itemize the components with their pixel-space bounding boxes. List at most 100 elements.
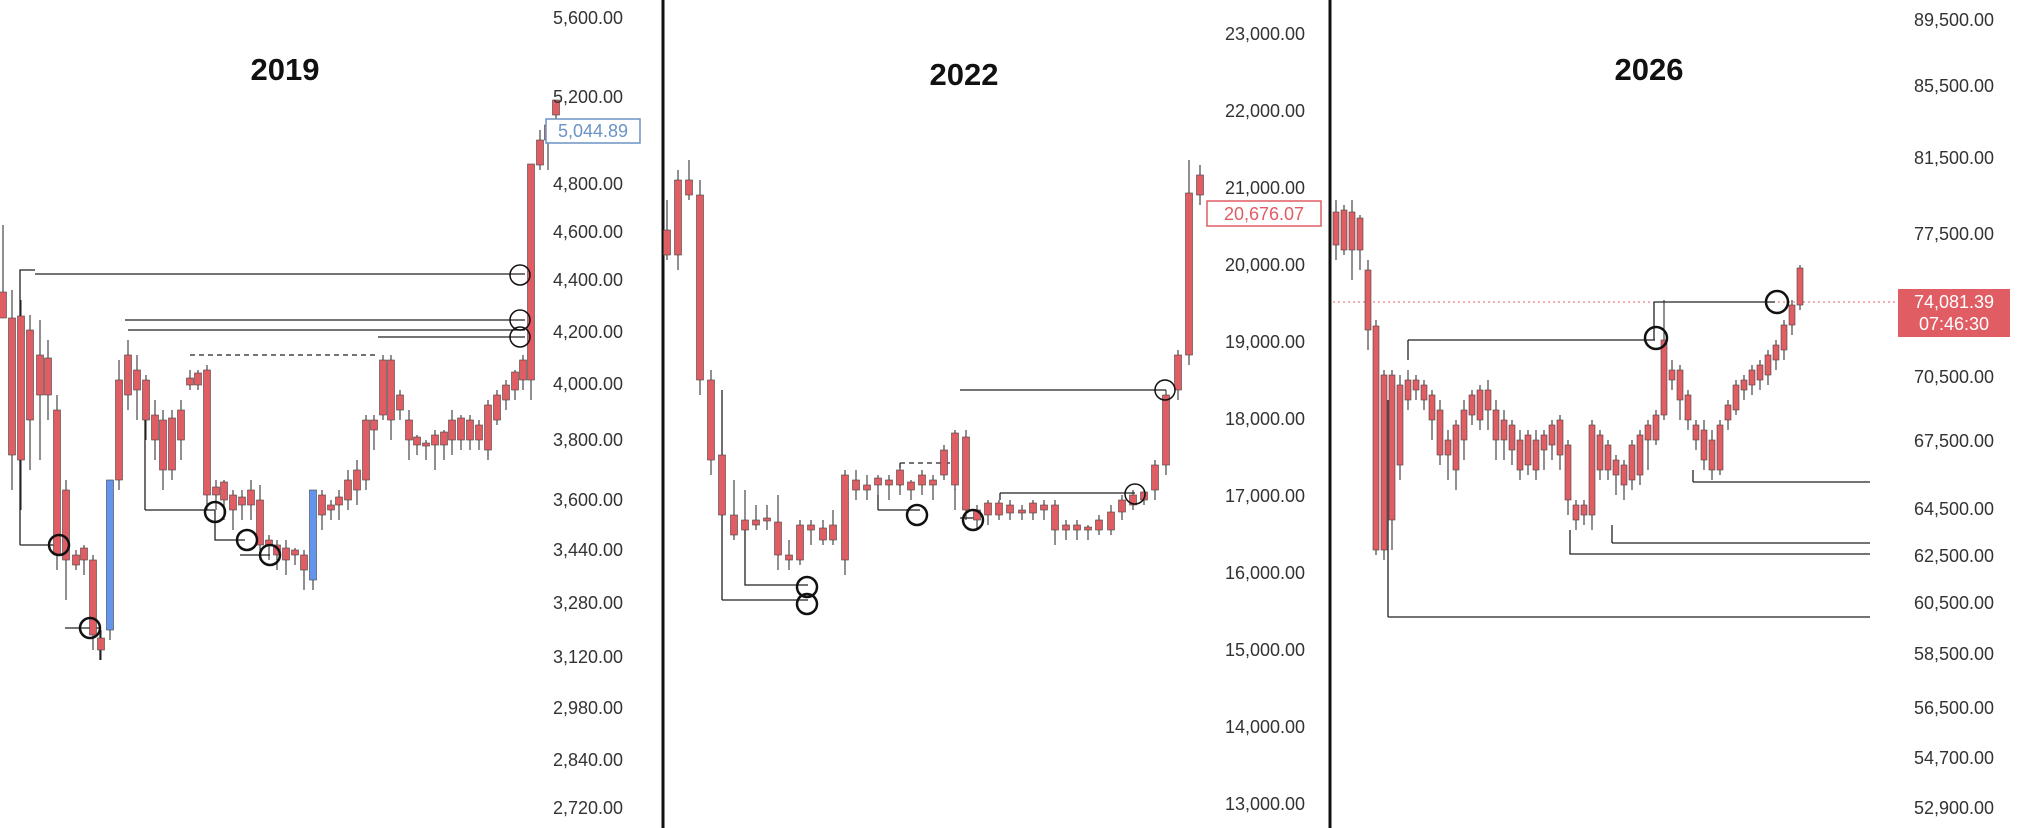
candle-down: [1412, 379, 1420, 391]
last-price-badge-2026: 74,081.39 07:46:30: [1898, 289, 2010, 337]
candle-down: [229, 494, 237, 511]
candle-down: [995, 502, 1003, 516]
candle-down: [387, 359, 395, 421]
candle-down: [256, 499, 264, 546]
candle-down: [80, 547, 88, 561]
y-tick-label: 4,400.00: [553, 270, 623, 290]
candle-down: [1732, 384, 1740, 411]
candle-down: [785, 554, 793, 561]
candle-down: [1708, 439, 1716, 471]
candle-down: [115, 379, 123, 481]
candle-down: [1348, 211, 1356, 251]
y-tick-label: 2,720.00: [553, 798, 623, 818]
candle-down: [1604, 444, 1612, 471]
candle-down: [466, 419, 474, 441]
candle-down: [1364, 269, 1372, 331]
candle-down: [1062, 524, 1070, 531]
y-tick-label: 2,980.00: [553, 698, 623, 718]
candle-down: [448, 419, 456, 441]
candle-down: [151, 414, 159, 441]
retest-circle: [905, 503, 929, 527]
y-tick-label: 22,000.00: [1225, 101, 1305, 121]
y-tick-label: 13,000.00: [1225, 794, 1305, 814]
candle-down: [318, 494, 326, 516]
candle-down: [405, 419, 413, 441]
candle-down: [1095, 519, 1103, 531]
last-price-label-2026: 74,081.39: [1914, 292, 1994, 312]
y-tick-label: 23,000.00: [1225, 24, 1305, 44]
candle-down: [519, 359, 527, 381]
candle-down: [396, 394, 404, 411]
candle-down: [1380, 374, 1388, 551]
candle-down: [1174, 354, 1182, 391]
candle-down: [72, 554, 80, 566]
candle-down: [852, 479, 860, 491]
candle-down: [89, 559, 97, 636]
retest-circle: [47, 533, 71, 557]
candle-down: [475, 424, 483, 441]
y-tick-label: 89,500.00: [1914, 10, 1994, 30]
candles-2022: [663, 160, 1204, 575]
candle-down: [1140, 491, 1148, 501]
y-tick-label: 16,000.00: [1225, 563, 1305, 583]
candle-down: [918, 474, 926, 486]
y-tick-label: 5,600.00: [553, 8, 623, 28]
y-tick-label: 67,500.00: [1914, 431, 1994, 451]
candle-down: [1051, 504, 1059, 531]
y-tick-label: 77,500.00: [1914, 224, 1994, 244]
y-tick-label: 64,500.00: [1914, 499, 1994, 519]
y-tick-label: 3,600.00: [553, 490, 623, 510]
candle-down: [379, 359, 387, 416]
y-tick-label: 4,800.00: [553, 174, 623, 194]
level-line: [1569, 530, 1870, 555]
candle-down: [1756, 364, 1764, 381]
candle-down: [907, 481, 915, 491]
candle-down: [1780, 324, 1788, 351]
candle-down: [1748, 369, 1756, 386]
candle-down: [752, 519, 760, 526]
candle-down: [527, 163, 535, 381]
candle-down: [36, 354, 44, 396]
candle-down: [1652, 414, 1660, 441]
candle-down: [1580, 504, 1588, 516]
candle-down: [238, 496, 246, 506]
candle-down: [1668, 369, 1676, 381]
candle-down: [1684, 394, 1692, 421]
candle-down: [1084, 526, 1092, 531]
candle-down: [1492, 409, 1500, 441]
y-tick-label: 18,000.00: [1225, 409, 1305, 429]
candle-down: [1118, 499, 1126, 513]
candle-down: [194, 372, 202, 386]
panel-2019: 2019 5,600.00 5,200.00 4,800.00 4,600.00 4,4…: [0, 8, 641, 818]
candle-down: [493, 394, 501, 421]
candle-down: [1564, 444, 1572, 501]
candle-down: [1556, 419, 1564, 456]
candle-down: [1129, 494, 1137, 506]
candle-down: [0, 291, 7, 319]
candle-down: [1151, 464, 1159, 491]
last-price-label-2022: 20,676.07: [1224, 204, 1304, 224]
y-tick-label: 17,000.00: [1225, 486, 1305, 506]
candle-down: [863, 484, 871, 491]
candle-down: [422, 442, 430, 447]
retest-circles-2022: [795, 379, 1176, 616]
y-tick-label: 85,500.00: [1914, 76, 1994, 96]
retest-circles-2026: [1643, 289, 1790, 351]
candle-down: [133, 369, 141, 391]
candle-down: [413, 436, 421, 446]
candle-down: [124, 354, 132, 396]
candle-down: [212, 486, 220, 496]
candle-down: [1484, 389, 1492, 411]
candle-down: [177, 409, 185, 441]
candle-down: [962, 436, 970, 511]
candle-down: [1356, 217, 1364, 251]
y-tick-label: 21,000.00: [1225, 178, 1305, 198]
y-tick-label: 56,500.00: [1914, 698, 1994, 718]
candle-down: [1660, 339, 1668, 416]
retest-circle: [1154, 379, 1176, 401]
y-tick-label: 60,500.00: [1914, 593, 1994, 613]
retest-circle: [1764, 289, 1790, 315]
retest-circle: [235, 528, 259, 552]
candle-down: [885, 479, 893, 486]
candle-down: [1073, 524, 1081, 531]
